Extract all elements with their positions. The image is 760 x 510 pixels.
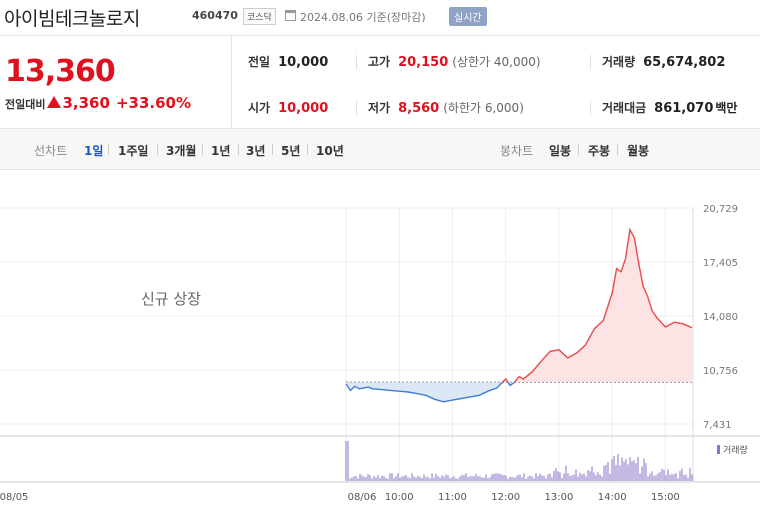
high-label: 고가 (368, 55, 391, 69)
x-tick-label: 08/05 (0, 492, 28, 503)
base-date: 2024.08.06 기준(장마감) (300, 11, 426, 24)
tab-divider (578, 144, 579, 155)
tab-divider (202, 144, 203, 155)
y-tick-label: 14,080 (703, 312, 738, 323)
price-summary: 13,360 전일대비 3,360 +33.60% (0, 36, 232, 128)
volume-legend: 거래량 (717, 443, 748, 456)
tab-10year[interactable]: 10년 (316, 144, 344, 158)
prev-close-label: 전일 (248, 55, 271, 69)
tab-divider (238, 144, 239, 155)
tab-5year[interactable]: 5년 (281, 144, 301, 158)
tab-divider (307, 144, 308, 155)
tab-3year[interactable]: 3년 (246, 144, 266, 158)
change-label: 전일대비 (5, 98, 46, 111)
tab-1day[interactable]: 1일 (84, 144, 104, 158)
y-tick-label: 7,431 (703, 420, 732, 431)
calendar-icon (285, 10, 296, 21)
info-low: 저가 8,560 (하한가 6,000) (368, 99, 524, 116)
market-badge: 코스닥 (243, 8, 276, 25)
x-tick-label: 15:00 (651, 492, 680, 503)
price-info-grid: 전일 10,000 고가 20,150 (상한가 40,000) 거래량 65,674,… (232, 36, 760, 128)
new-listing-note: 신규 상장 (141, 290, 201, 308)
high-value: 20,150 (398, 55, 449, 70)
current-price: 13,360 (5, 54, 116, 89)
change-amount: 3,360 (62, 94, 110, 112)
tab-monthly-candle[interactable]: 월봉 (627, 144, 650, 158)
line-chart-label: 선차트 (34, 144, 68, 158)
low-label: 저가 (368, 101, 391, 115)
realtime-button[interactable]: 실시간 (449, 7, 487, 26)
info-prev-close: 전일 10,000 (248, 53, 328, 70)
x-tick-label: 10:00 (385, 492, 414, 503)
low-value: 8,560 (398, 101, 440, 116)
info-volume: 거래량 65,674,802 (602, 53, 725, 70)
y-tick-label: 17,405 (703, 258, 738, 269)
price-area-down (346, 382, 692, 402)
divider (590, 55, 591, 69)
open-value: 10,000 (278, 101, 329, 116)
y-tick-label: 10,756 (703, 366, 738, 377)
tab-divider (617, 144, 618, 155)
price-chart[interactable]: 20,729 17,405 14,080 10,756 7,431 08/05 08/06 1… (0, 170, 760, 510)
stock-code: 460470 (192, 9, 238, 22)
x-tick-label: 13:00 (545, 492, 574, 503)
tab-divider (157, 144, 158, 155)
divider (590, 101, 591, 115)
lower-limit: (하한가 6,000) (443, 101, 524, 115)
change-percent: +33.60% (115, 94, 191, 112)
upper-limit: (상한가 40,000) (452, 55, 541, 69)
divider (356, 55, 357, 69)
tab-divider (272, 144, 273, 155)
price-area-up (502, 229, 692, 383)
x-tick-label: 11:00 (438, 492, 467, 503)
stock-name: 아이빔테크놀로지 (4, 8, 140, 30)
price-line-down (345, 382, 516, 403)
tab-weekly-candle[interactable]: 주봉 (588, 144, 611, 158)
x-tick-label: 12:00 (491, 492, 520, 503)
open-label: 시가 (248, 101, 271, 115)
volume-value: 65,674,802 (643, 55, 726, 70)
trade-value-label: 거래대금 (602, 101, 647, 115)
price-change: 전일대비 3,360 +33.60% (5, 94, 191, 112)
info-open: 시가 10,000 (248, 99, 328, 116)
tab-1year[interactable]: 1년 (211, 144, 231, 158)
price-line-up (501, 227, 693, 383)
stock-header: 아이빔테크놀로지 460470 코스닥 2024.08.06 기준(장마감) 실… (0, 0, 760, 36)
tab-daily-candle[interactable]: 일봉 (549, 144, 572, 158)
trade-value-unit: 백만 (715, 101, 738, 115)
info-trade-value: 거래대금 861,070 백만 (602, 99, 737, 116)
up-triangle-icon (47, 96, 62, 108)
tab-3month[interactable]: 3개월 (166, 144, 197, 158)
volume-label: 거래량 (602, 55, 636, 69)
x-tick-label: 14:00 (598, 492, 627, 503)
trade-value-value: 861,070 (654, 101, 714, 116)
divider (356, 101, 357, 115)
info-high: 고가 20,150 (상한가 40,000) (368, 53, 541, 70)
chart-tabs: 선차트 1일 1주일 3개월 1년 3년 5년 10년 봉차트 일봉 주봉 월봉 (0, 128, 760, 170)
volume-legend-label: 거래량 (723, 446, 748, 456)
tab-divider (108, 144, 109, 155)
volume-swatch (717, 445, 720, 454)
prev-close-value: 10,000 (278, 55, 329, 70)
y-tick-label: 20,729 (703, 204, 738, 215)
x-tick-label: 08/06 (348, 492, 377, 503)
chart-svg: 20,729 17,405 14,080 10,756 7,431 08/05 08/06 1… (0, 204, 760, 503)
candle-chart-label: 봉차트 (500, 144, 534, 158)
tab-1week[interactable]: 1주일 (118, 144, 149, 158)
